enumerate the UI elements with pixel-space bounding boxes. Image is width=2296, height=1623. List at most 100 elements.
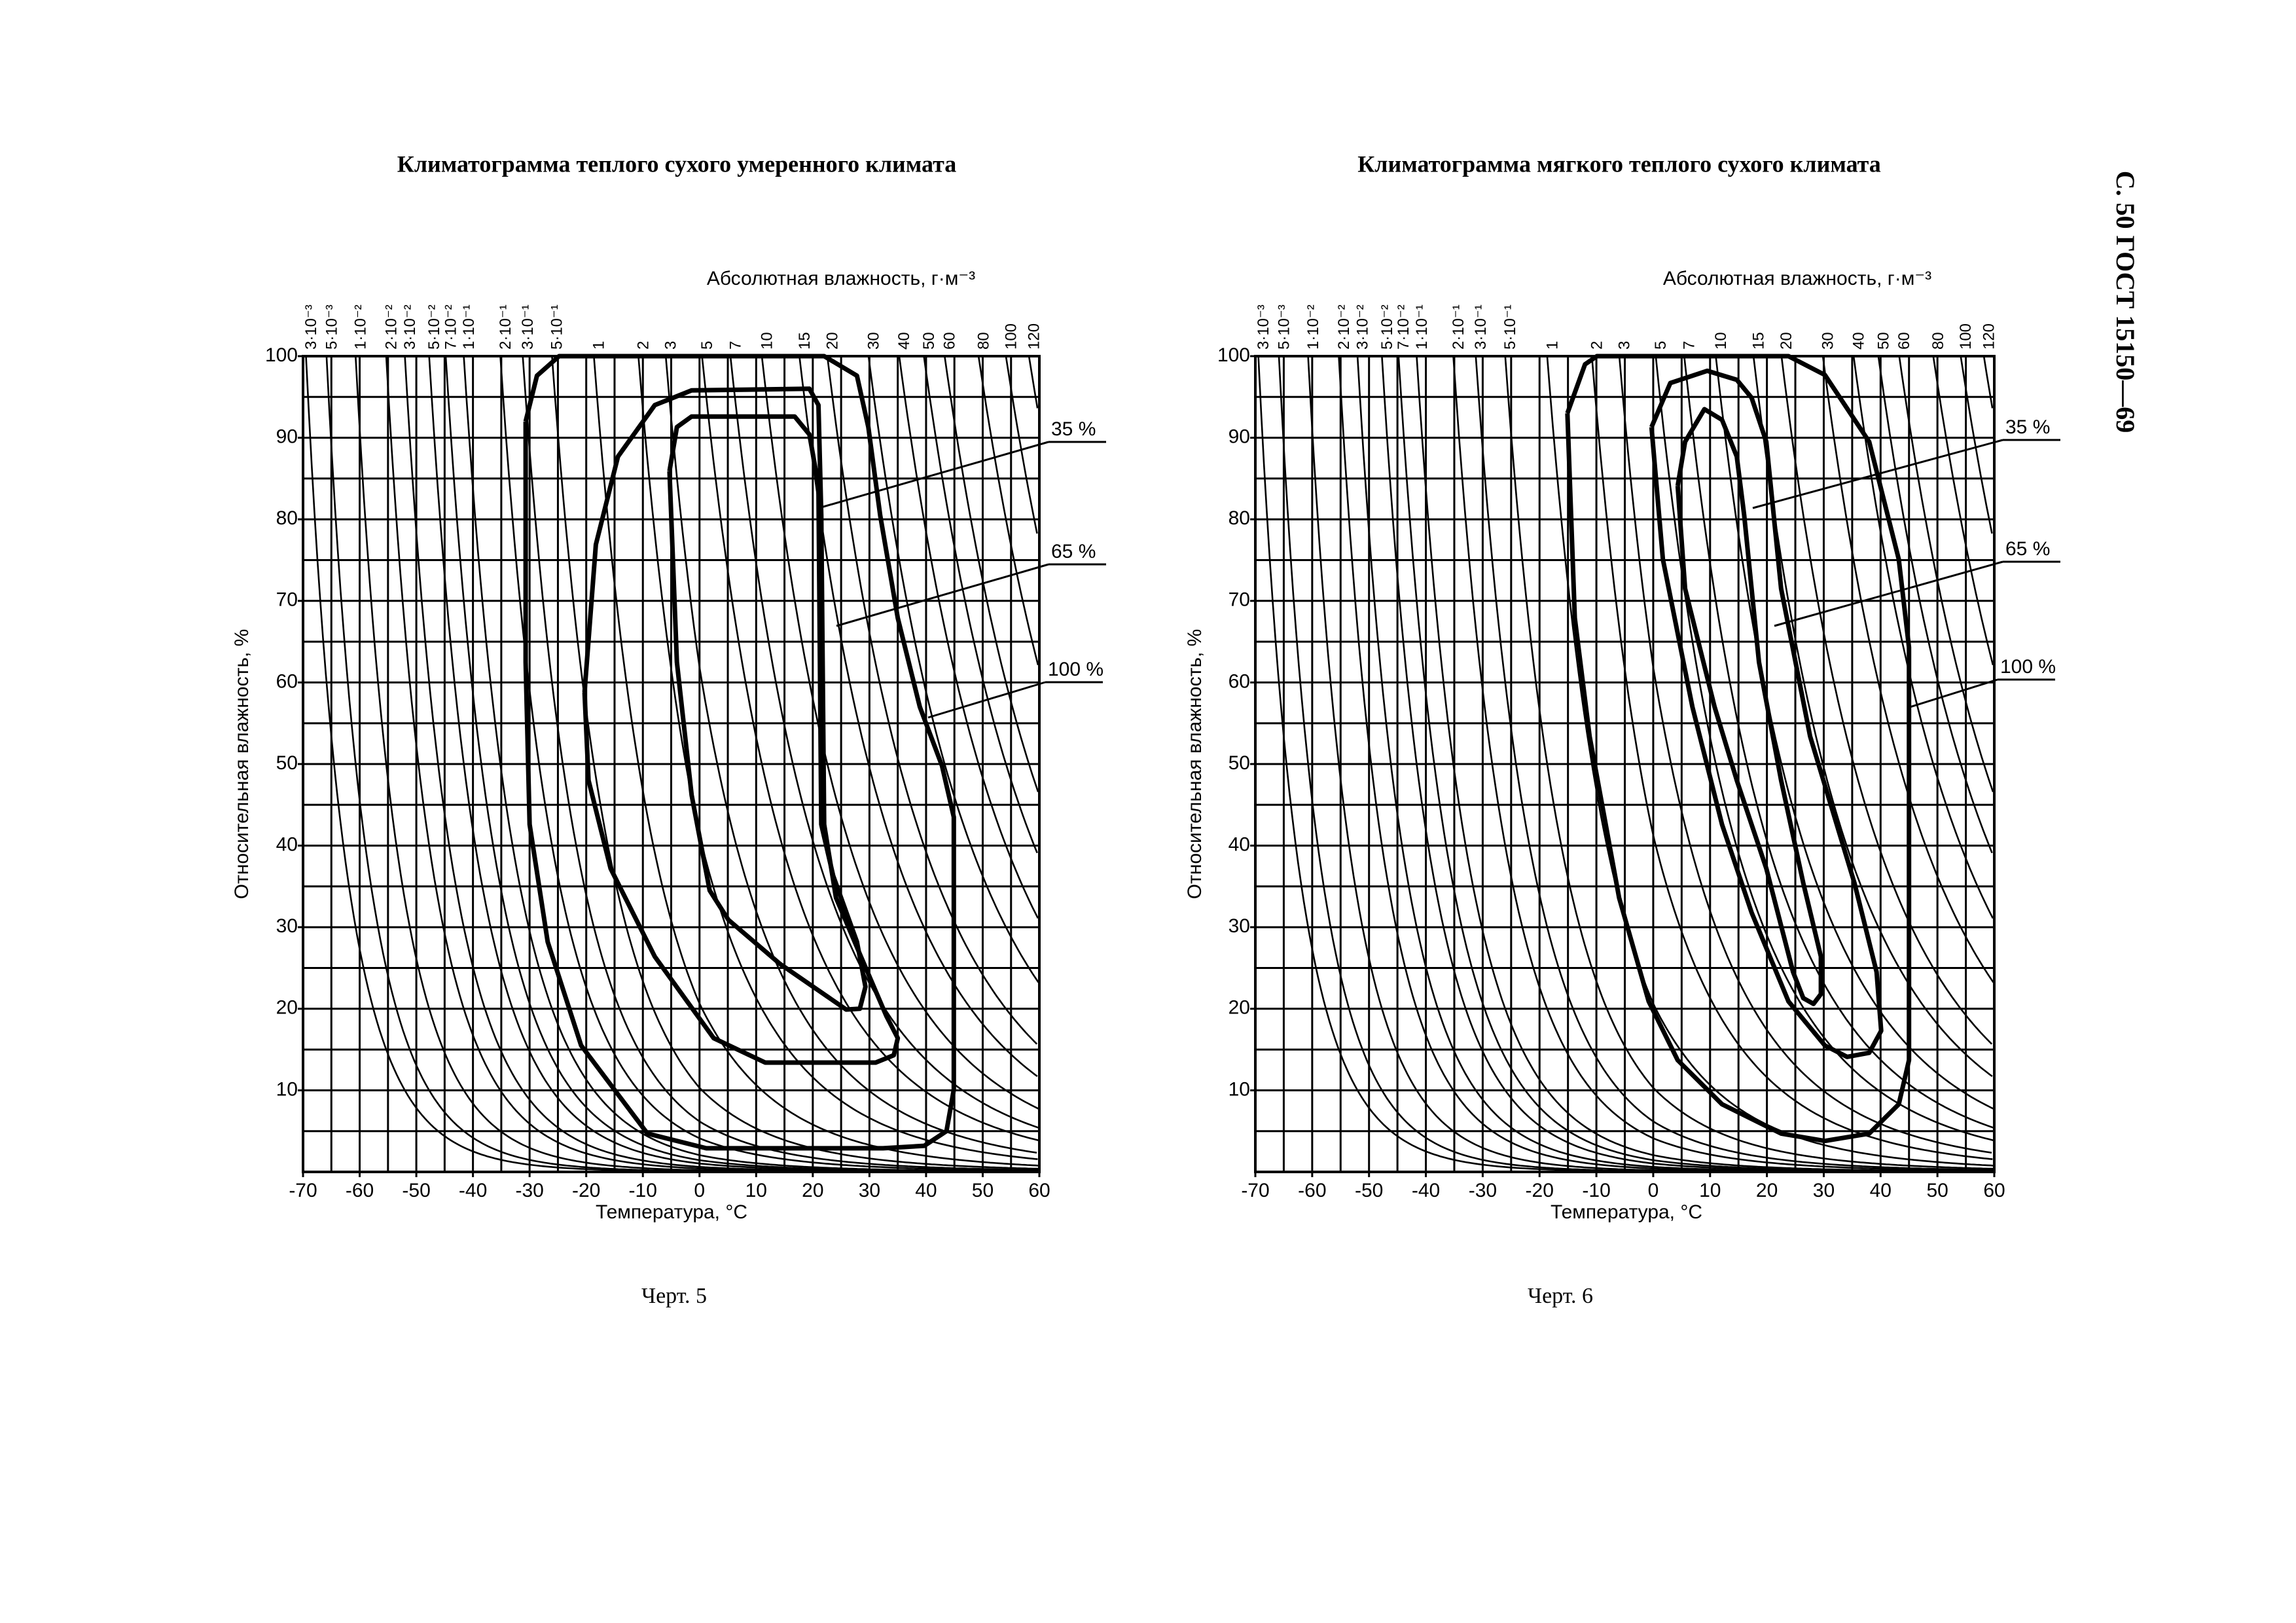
x-tick-label: -40 (1412, 1180, 1440, 1201)
x-tick-label: 60 (1028, 1180, 1050, 1201)
isoline (826, 356, 1038, 1045)
isoline-label: 2·10⁻¹ (1450, 304, 1467, 350)
isoline-label: 1·10⁻² (1304, 304, 1322, 350)
contour (1565, 354, 1912, 1144)
isoline (798, 356, 1038, 1078)
isoline (664, 356, 1037, 1154)
isoline-label: 100 (1957, 323, 1975, 350)
isoline-label: 10 (758, 332, 776, 350)
x-tick-label: 20 (802, 1180, 823, 1201)
isoline (463, 356, 1039, 1172)
isoline (637, 356, 1038, 1160)
isoline-label: 80 (975, 332, 992, 350)
isoline-label: 5·10⁻³ (323, 304, 340, 350)
isoline-label: 2 (635, 341, 653, 350)
x-tick-label: 40 (915, 1180, 937, 1201)
isoline-label: 3 (1615, 341, 1633, 350)
x-tick-label: 10 (1699, 1180, 1721, 1201)
x-tick-label: -50 (402, 1180, 430, 1201)
isoline-label: 7 (726, 341, 744, 350)
isoline-label: 60 (941, 332, 959, 350)
x-tick-label: -10 (1582, 1180, 1610, 1201)
isoline (499, 356, 1039, 1172)
contour-label: 100 % (1048, 659, 1103, 680)
contour-label: 100 % (2000, 656, 2056, 678)
isoline-label: 5·10⁻³ (1275, 304, 1293, 350)
isoline-label: 15 (796, 332, 814, 350)
leader-line (836, 563, 1049, 627)
isoline (761, 356, 1039, 1110)
y-tick-label: 20 (276, 997, 298, 1019)
y-tick-label: 100 (265, 344, 298, 366)
contour (523, 354, 956, 1151)
x-tick-label: 0 (1648, 1180, 1659, 1201)
isoline-label: 2 (1588, 341, 1606, 350)
isoline (1780, 356, 1993, 1045)
x-tick-label: -20 (572, 1180, 600, 1201)
top-axis-label: Абсолютная влажность, г·м⁻³ (1663, 268, 1931, 289)
y-tick-label: 100 (1217, 344, 1250, 366)
y-tick-label: 40 (276, 834, 298, 856)
isoline-label: 40 (1850, 332, 1867, 350)
y-tick-label: 70 (276, 589, 298, 611)
leader-line (927, 681, 1046, 719)
y-tick-label: 60 (276, 670, 298, 692)
x-tick-label: -40 (459, 1180, 487, 1201)
y-tick-label: 80 (1229, 507, 1250, 529)
x-tick-label: -60 (346, 1180, 374, 1201)
leader-line (1909, 678, 1998, 708)
isoline-label: 120 (1025, 323, 1043, 350)
isoline-label: 2·10⁻² (382, 304, 400, 350)
x-tick-label: -30 (515, 1180, 543, 1201)
isoline-label: 1·10⁻² (352, 304, 370, 350)
contour (1649, 368, 1884, 1059)
page-header: С. 50 ГОСТ 15150—69 (2111, 171, 2140, 433)
leader-line (818, 441, 1049, 509)
isoline-label: 5 (698, 341, 716, 350)
y-tick-label: 30 (1229, 915, 1250, 937)
isoline (1028, 356, 1039, 409)
isoline-label: 5·10⁻² (1378, 304, 1396, 350)
isoline-label: 1 (1543, 341, 1561, 350)
isoline-label: 5·10⁻¹ (1501, 304, 1519, 350)
isoline (1982, 356, 1994, 409)
isoline-label: 80 (1929, 332, 1947, 350)
y-tick-label: 20 (1229, 997, 1250, 1019)
isoline-label: 1·10⁻¹ (1413, 304, 1431, 350)
isoline-label: 100 (1002, 323, 1020, 350)
isoline-label: 20 (823, 332, 841, 350)
y-tick-label: 90 (1229, 426, 1250, 448)
x-tick-label: -70 (289, 1180, 317, 1201)
x-tick-label: 30 (1813, 1180, 1835, 1201)
y-tick-label: 50 (1229, 752, 1250, 774)
isoline-label: 5·10⁻² (425, 304, 443, 350)
x-axis-label: Температура, °С (596, 1201, 747, 1223)
isoline-label: 40 (895, 332, 913, 350)
isoline-label: 3·10⁻³ (302, 304, 320, 350)
y-tick-label: 50 (276, 752, 298, 774)
isoline-label: 7 (1681, 341, 1698, 350)
isoline (551, 356, 1039, 1170)
isoline (1504, 356, 1994, 1170)
isoline (1877, 356, 1993, 854)
isoline (898, 356, 1039, 919)
isoline-label: 7·10⁻² (1395, 304, 1412, 350)
y-tick-label: 70 (1229, 589, 1250, 611)
isoline (944, 356, 1039, 793)
contour-label: 65 % (1051, 541, 1096, 562)
caption: Черт. 6 (1528, 1284, 1593, 1308)
isoline (867, 356, 1039, 983)
x-tick-label: 50 (1926, 1180, 1948, 1201)
contour (1675, 407, 1823, 1006)
isoline (1683, 356, 1994, 1129)
isoline-label: 2·10⁻² (1335, 304, 1353, 350)
isoline-label: 2·10⁻¹ (497, 304, 514, 350)
isoline (1452, 356, 1994, 1172)
isoline-label: 5·10⁻¹ (548, 304, 566, 350)
x-tick-label: 40 (1870, 1180, 1892, 1201)
isoline-label: 3·10⁻² (401, 304, 419, 350)
y-tick-label: 40 (1229, 834, 1250, 856)
chart: Климатограмма теплого сухого умеренного … (231, 151, 1106, 1308)
isoline-label: 3·10⁻³ (1255, 304, 1272, 350)
y-tick-label: 90 (276, 426, 298, 448)
